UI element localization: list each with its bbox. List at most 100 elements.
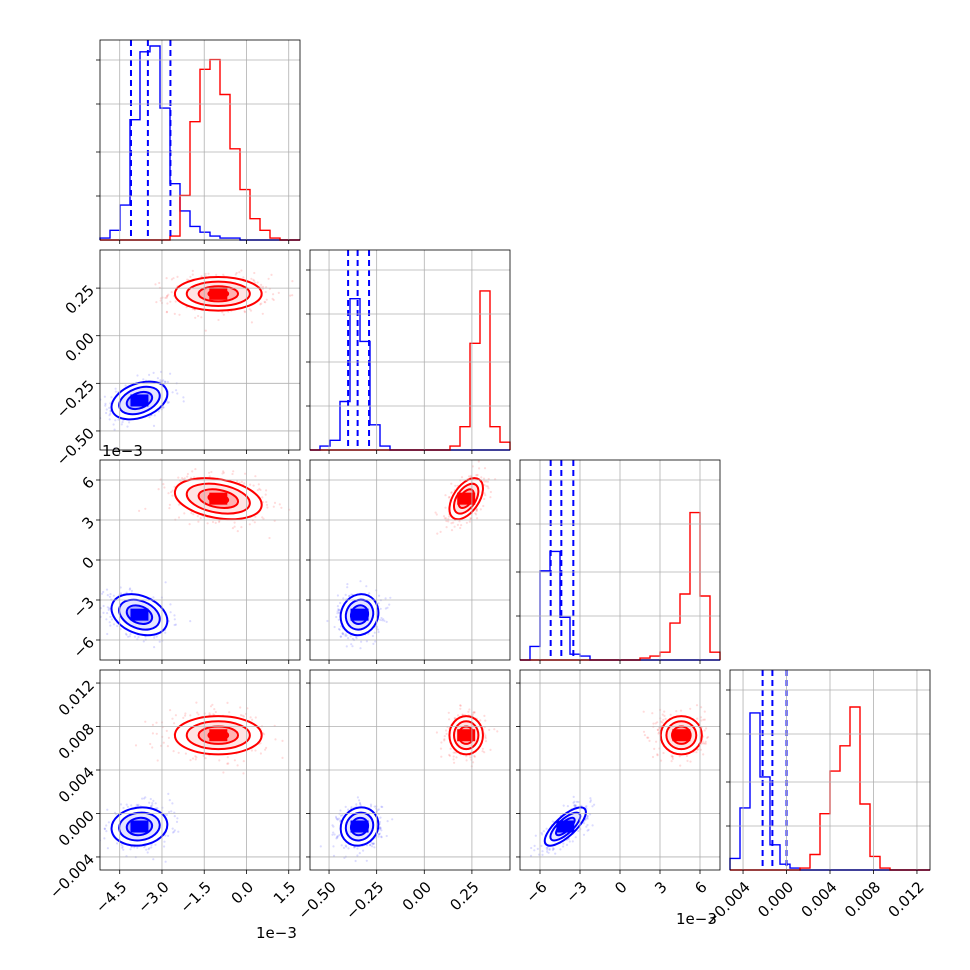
sample-point — [156, 759, 159, 762]
sample-point — [703, 718, 706, 721]
sample-point — [456, 714, 460, 717]
sample-point — [546, 850, 549, 853]
sample-point — [443, 738, 446, 741]
sample-point — [577, 829, 580, 833]
sample-point — [459, 707, 462, 710]
sample-point — [530, 846, 533, 850]
sample-point — [133, 635, 137, 638]
sample-point — [486, 480, 489, 483]
sample-point — [154, 802, 157, 805]
sample-point — [173, 485, 176, 488]
sample-point — [218, 520, 221, 524]
sample-point — [593, 803, 596, 806]
sample-point — [707, 735, 710, 739]
sample-point — [342, 846, 346, 850]
sample-point — [152, 799, 155, 803]
sample-point — [103, 827, 106, 830]
sample-point — [434, 511, 437, 514]
sample-point — [194, 316, 197, 319]
sample-point — [483, 483, 486, 487]
sample-point — [117, 418, 120, 421]
sample-point — [480, 476, 483, 479]
sample-point — [149, 797, 152, 801]
sample-point — [586, 814, 589, 818]
sample-point — [171, 802, 174, 805]
sample-point — [663, 710, 666, 713]
sample-point — [391, 818, 394, 821]
sample-point — [124, 632, 128, 635]
sample-point — [377, 808, 380, 811]
sample-point — [138, 509, 141, 512]
sample-point — [689, 707, 692, 710]
sample-point — [350, 593, 353, 596]
sample-point — [158, 281, 161, 285]
sample-point — [165, 311, 168, 314]
sample-point — [154, 283, 157, 286]
sample-point — [587, 828, 590, 831]
sample-point — [540, 844, 543, 848]
sample-point — [218, 759, 221, 762]
sample-point — [643, 734, 647, 737]
sample-point — [591, 805, 594, 808]
sample-point — [163, 845, 166, 848]
sample-point — [270, 273, 273, 276]
sample-point — [442, 515, 446, 518]
sample-point — [114, 390, 117, 393]
sample-point — [386, 606, 389, 609]
sample-point — [496, 730, 499, 733]
sample-point — [182, 716, 185, 720]
sample-point — [124, 384, 127, 387]
sample-point — [371, 634, 374, 638]
sample-point — [385, 620, 388, 624]
sample-point — [146, 851, 149, 854]
sample-point — [261, 285, 265, 288]
sample-point — [177, 476, 180, 479]
sample-point — [155, 732, 158, 735]
sample-point — [130, 589, 133, 593]
sample-point — [469, 517, 472, 520]
sample-point — [217, 318, 220, 322]
sample-point — [238, 271, 241, 274]
sample-point — [133, 846, 136, 849]
sample-point — [105, 408, 108, 411]
sample-point — [476, 517, 479, 520]
sample-point — [184, 712, 187, 715]
sample-point — [702, 742, 705, 745]
sample-point — [152, 424, 156, 427]
sample-point — [377, 630, 380, 634]
sample-point — [439, 747, 443, 750]
sample-point — [173, 815, 176, 818]
sample-point — [378, 820, 382, 824]
sample-point — [679, 764, 682, 767]
sample-point — [265, 746, 268, 750]
sample-point — [159, 299, 162, 302]
sample-point — [468, 475, 471, 478]
sample-point — [173, 830, 176, 833]
sample-point — [339, 809, 342, 812]
sample-point — [340, 844, 343, 847]
sample-point — [226, 756, 229, 759]
sample-point — [206, 522, 209, 525]
sample-point — [168, 799, 171, 802]
sample-point — [380, 616, 383, 620]
sample-point — [356, 854, 359, 857]
sample-point — [251, 718, 254, 721]
sample-point — [104, 402, 107, 405]
sample-point — [656, 753, 659, 756]
sample-point — [703, 710, 706, 713]
sample-point — [122, 848, 125, 851]
sample-point — [339, 625, 342, 628]
sample-point — [122, 806, 125, 810]
sample-point — [344, 593, 347, 597]
sample-point — [500, 454, 502, 456]
sample-point — [700, 706, 703, 709]
sample-point — [240, 269, 243, 272]
sample-point — [702, 718, 705, 721]
sample-point — [228, 711, 231, 714]
sample-point — [541, 853, 544, 857]
sample-point — [98, 398, 100, 400]
sample-point — [126, 425, 129, 428]
sample-point — [447, 496, 450, 499]
sample-point — [185, 306, 188, 309]
sample-point — [460, 524, 463, 527]
